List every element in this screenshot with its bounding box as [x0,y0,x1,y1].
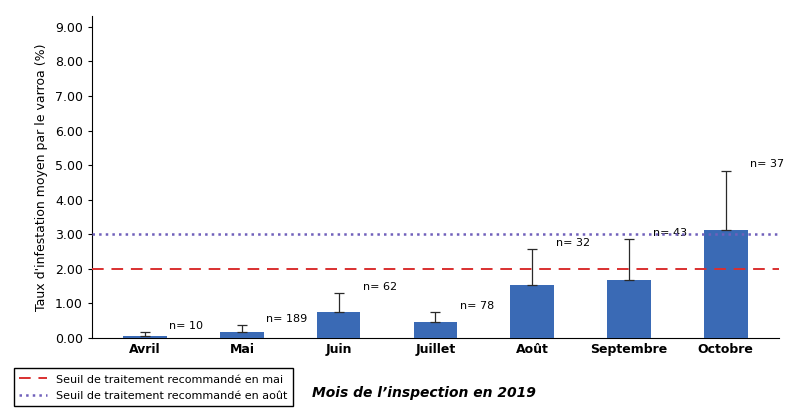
Text: n= 37: n= 37 [750,159,784,169]
Text: n= 10: n= 10 [169,321,203,330]
Bar [317,312,360,338]
Bar [220,332,264,338]
Legend: Seuil de traitement recommandé en mai, Seuil de traitement recommandé en août: Seuil de traitement recommandé en mai, S… [14,368,292,407]
Text: Mois de l’inspection en 2019: Mois de l’inspection en 2019 [312,386,535,400]
Bar [123,336,167,338]
Bar [704,230,748,338]
Bar [511,286,554,338]
Text: n= 43: n= 43 [654,228,687,238]
Text: n= 32: n= 32 [556,238,590,248]
Y-axis label: Taux d'infestation moyen par le varroa (%): Taux d'infestation moyen par le varroa (… [35,43,48,311]
Bar [414,322,457,338]
Bar [607,280,651,338]
Text: n= 189: n= 189 [266,314,308,324]
Text: n= 78: n= 78 [459,300,494,311]
Text: n= 62: n= 62 [363,281,397,292]
